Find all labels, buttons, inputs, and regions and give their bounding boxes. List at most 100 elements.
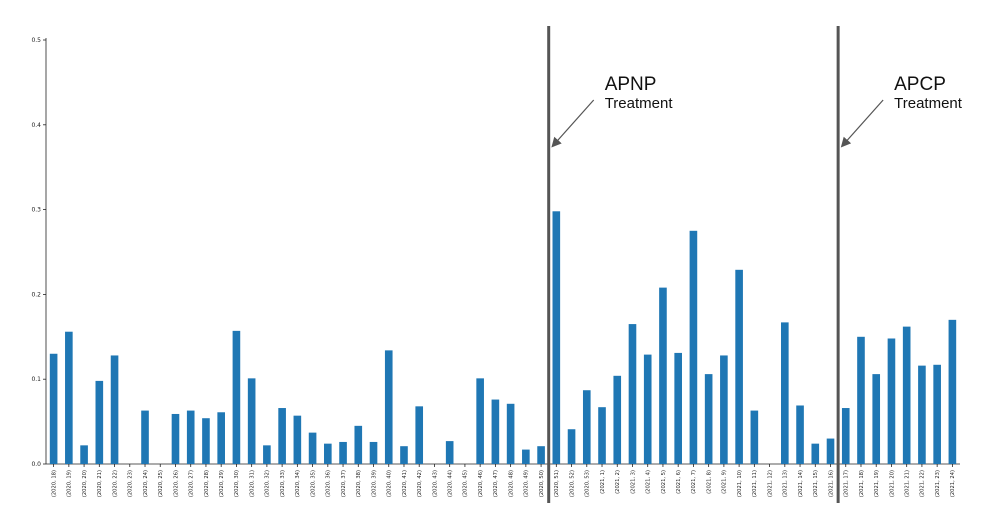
bar — [720, 355, 728, 464]
y-tick-label: 0.5 — [31, 37, 41, 44]
bar — [750, 410, 759, 464]
bar — [659, 287, 667, 464]
bar — [582, 390, 591, 464]
x-tick-label: (2020, 44) — [447, 470, 453, 497]
x-tick-label: (2020, 20) — [82, 470, 88, 497]
x-tick-label: (2021, 6) — [676, 470, 682, 494]
bar — [400, 446, 408, 464]
x-tick-label: (2020, 21) — [97, 470, 103, 497]
bar — [202, 418, 210, 464]
x-tick-label: (2020, 50) — [539, 470, 545, 497]
x-tick-label: (2021, 17) — [844, 470, 850, 497]
bar — [506, 403, 515, 464]
bar — [415, 406, 424, 464]
x-tick-label: (2020, 29) — [219, 470, 225, 497]
x-tick-label: (2021, 4) — [646, 470, 652, 494]
bar — [872, 374, 881, 464]
bar — [247, 378, 256, 464]
x-tick-label: (2020, 43) — [432, 470, 438, 497]
x-tick-label: (2020, 48) — [508, 470, 514, 497]
x-tick-label: (2021, 3) — [630, 470, 636, 494]
x-tick-label: (2020, 32) — [265, 470, 271, 497]
x-tick-label: (2020, 49) — [524, 470, 530, 497]
x-tick-label: (2021, 12) — [767, 470, 773, 497]
treatment-title: APCP — [894, 74, 946, 95]
x-tick-label: (2021, 2) — [615, 470, 621, 494]
bar — [445, 441, 454, 464]
bar — [65, 331, 73, 464]
x-axis: (2020, 18) (2020, 19) (2020, 20) (2020, 21)… — [46, 463, 960, 497]
x-tick-label: (2020, 45) — [463, 470, 469, 497]
bar — [186, 410, 195, 464]
bar — [826, 438, 835, 464]
bar — [293, 415, 302, 464]
x-tick-label: (2020, 19) — [67, 470, 73, 497]
x-tick-label: (2021, 13) — [783, 470, 789, 497]
bar — [171, 413, 180, 464]
x-tick-label: (2020, 28) — [204, 470, 210, 497]
x-tick-label: (2020, 47) — [493, 470, 499, 497]
x-tick-label: (2020, 51) — [554, 470, 560, 497]
x-tick-label: (2020, 18) — [51, 470, 57, 497]
bar — [841, 408, 850, 464]
treatment-arrow — [840, 99, 884, 148]
bar — [689, 230, 698, 464]
x-tick-label: (2021, 22) — [920, 470, 926, 497]
bar — [933, 364, 941, 464]
bars-group — [49, 211, 957, 464]
bar — [141, 410, 149, 464]
x-tick-label: (2021, 21) — [904, 470, 910, 497]
x-tick-label: (2020, 41) — [402, 470, 408, 497]
x-tick-label: (2021, 16) — [828, 470, 834, 497]
x-tick-label: (2021, 15) — [813, 470, 819, 497]
bar — [567, 429, 576, 464]
bar — [887, 338, 896, 464]
x-tick-label: (2020, 52) — [569, 470, 575, 497]
x-tick-label: (2021, 8) — [706, 470, 712, 494]
bar — [369, 441, 378, 464]
x-tick-label: (2020, 35) — [310, 470, 316, 497]
x-tick-label: (2020, 36) — [326, 470, 332, 497]
bar — [49, 353, 58, 464]
x-tick-label: (2020, 40) — [387, 470, 393, 497]
bar — [918, 365, 926, 464]
bar — [522, 449, 530, 464]
x-tick-label: (2021, 11) — [752, 470, 758, 497]
x-tick-label: (2020, 23) — [128, 470, 134, 497]
bar — [552, 211, 561, 464]
y-tick-label: 0.2 — [31, 291, 41, 298]
x-tick-label: (2020, 26) — [173, 470, 179, 497]
x-tick-label: (2020, 39) — [371, 470, 377, 497]
x-tick-label: (2021, 1) — [600, 470, 606, 494]
x-tick-label: (2021, 14) — [798, 470, 804, 497]
bar — [537, 446, 545, 464]
treatment-subtitle: Treatment — [894, 95, 963, 112]
bar — [613, 375, 622, 464]
x-tick-label: (2020, 46) — [478, 470, 484, 497]
x-tick-label: (2020, 37) — [341, 470, 347, 497]
y-axis: 0.0 0.1 0.2 0.3 0.4 0.5 — [31, 37, 47, 468]
bar — [674, 352, 682, 464]
y-tick-label: 0.3 — [31, 207, 41, 214]
y-tick-label: 0.0 — [31, 461, 41, 468]
x-tick-label: (2020, 53) — [585, 470, 591, 497]
bar — [384, 350, 393, 464]
bar — [217, 412, 225, 464]
x-tick-label: (2021, 9) — [722, 470, 728, 494]
x-tick-label: (2020, 30) — [234, 470, 240, 497]
x-tick-label: (2020, 22) — [112, 470, 118, 497]
bar — [95, 380, 104, 464]
bar — [232, 330, 241, 464]
x-tick-label: (2021, 20) — [889, 470, 895, 497]
x-tick-label: (2020, 27) — [189, 470, 195, 497]
bar — [324, 443, 332, 464]
bar — [811, 443, 820, 464]
bar — [781, 322, 789, 464]
bar — [308, 432, 317, 464]
bar — [704, 374, 713, 464]
bar — [628, 324, 637, 464]
x-tick-label: (2021, 19) — [874, 470, 880, 497]
bar — [796, 405, 804, 464]
bar — [354, 425, 363, 464]
